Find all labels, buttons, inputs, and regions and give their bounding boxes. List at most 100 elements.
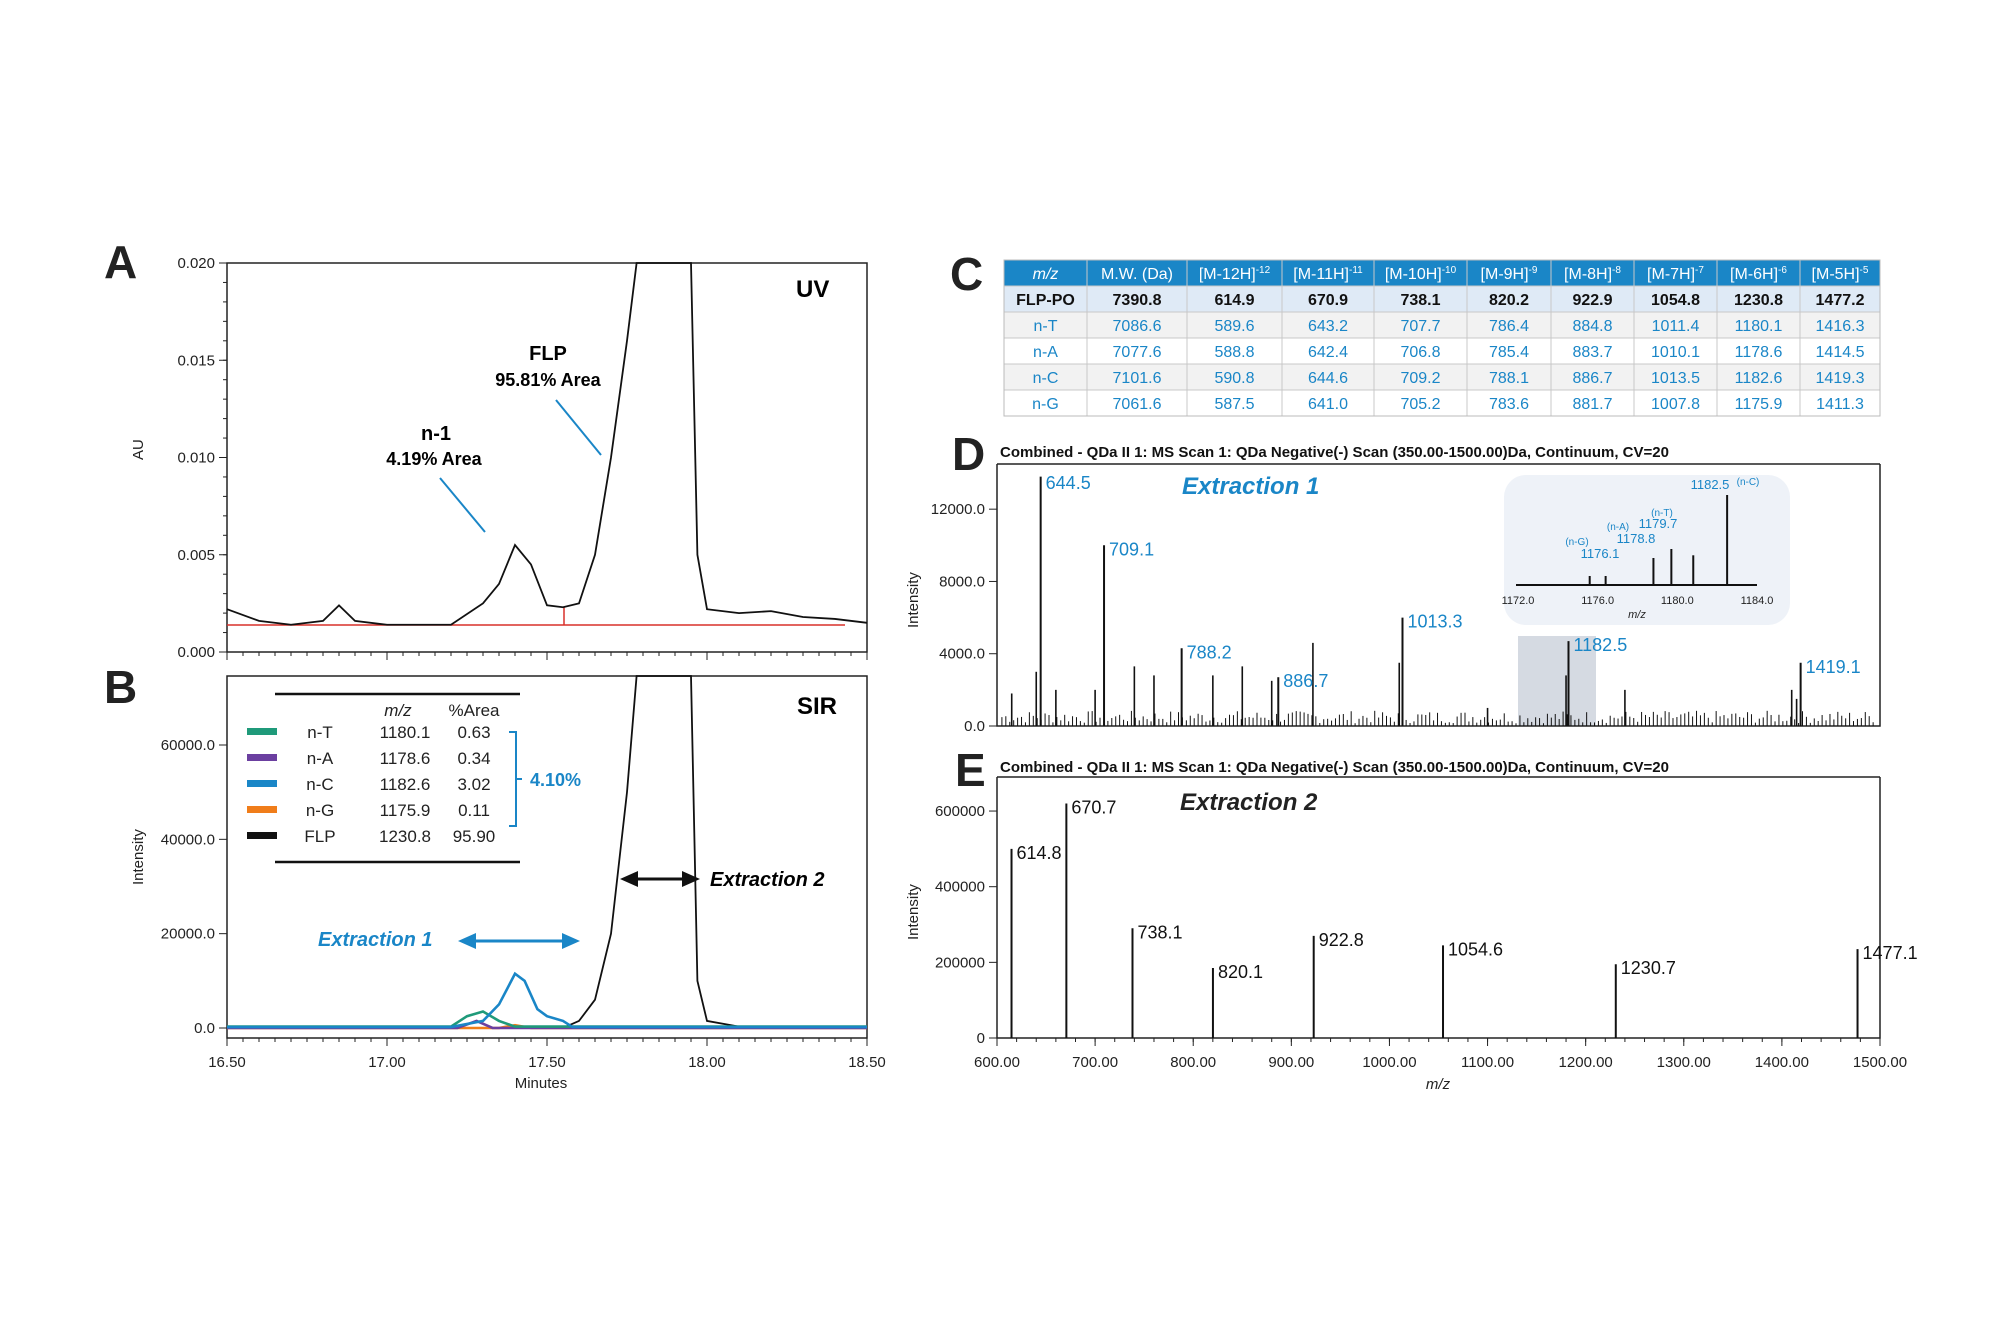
y-tick-label-a: 0.020 bbox=[177, 255, 215, 272]
charge-superscript: -9 bbox=[1529, 265, 1538, 276]
x-tick-label: 1300.00 bbox=[1657, 1054, 1711, 1071]
legend: m/z %Area n-T 1180.1 0.63 n-A 1178.6 0.34 n-C 118… bbox=[247, 692, 581, 864]
table-cell: 709.2 bbox=[1400, 370, 1440, 387]
legend-area: 0.11 bbox=[458, 801, 490, 820]
table-cell: 706.8 bbox=[1400, 344, 1440, 361]
trace-n-C bbox=[227, 971, 867, 1029]
chart-title-d: Combined - QDa II 1: MS Scan 1: QDa Nega… bbox=[1000, 444, 1669, 461]
y-tick-label: 600000 bbox=[935, 803, 985, 820]
table-header-cell: [M-7H]-7 bbox=[1647, 265, 1704, 283]
table-cell: 641.0 bbox=[1308, 396, 1348, 413]
annotation-n1-pointer bbox=[439, 477, 486, 533]
table-cell: n-T bbox=[1034, 318, 1058, 335]
x-tick-label: 1400.00 bbox=[1755, 1054, 1809, 1071]
table-cell: 1477.2 bbox=[1816, 292, 1865, 309]
table-cell: 614.9 bbox=[1214, 292, 1254, 309]
table-cell: 7390.8 bbox=[1113, 292, 1162, 309]
table-cell: 786.4 bbox=[1489, 318, 1529, 335]
inset-peak-name: (n-T) bbox=[1651, 508, 1673, 519]
charge-superscript: -12 bbox=[1256, 265, 1271, 276]
charge-superscript: -7 bbox=[1695, 265, 1704, 276]
x-tick-label: 600.00 bbox=[974, 1054, 1020, 1071]
table-cell: 1182.6 bbox=[1735, 370, 1783, 387]
table-cell: 590.8 bbox=[1214, 370, 1254, 387]
table-cell: n-G bbox=[1032, 396, 1059, 413]
legend-bracket-total: 4.10% bbox=[530, 770, 581, 790]
y-tick-label: 400000 bbox=[935, 879, 985, 896]
table-cell: 1013.5 bbox=[1651, 370, 1700, 387]
table-row-bg bbox=[1004, 338, 1880, 364]
legend-swatch-n-T bbox=[247, 728, 277, 735]
table-cell: 922.9 bbox=[1572, 292, 1612, 309]
table-cell: n-C bbox=[1033, 370, 1059, 387]
table-row-bg bbox=[1004, 390, 1880, 416]
inset-background bbox=[1504, 475, 1790, 625]
legend-mz: 1180.1 bbox=[380, 723, 431, 742]
legend-header-mz: m/z bbox=[384, 701, 412, 720]
charge-superscript: -5 bbox=[1860, 265, 1869, 276]
table-row-bg bbox=[1004, 312, 1880, 338]
extraction-1-arrow bbox=[458, 933, 580, 949]
table-cell: 1054.8 bbox=[1651, 292, 1700, 309]
x-tick-label: 900.00 bbox=[1268, 1054, 1314, 1071]
legend-header-area: %Area bbox=[448, 701, 500, 720]
inset-tick-label: 1180.0 bbox=[1661, 595, 1694, 607]
chart-title-e: Combined - QDa II 1: MS Scan 1: QDa Nega… bbox=[1000, 759, 1669, 776]
peak-label: 670.7 bbox=[1071, 797, 1116, 817]
peak-label: 1419.1 bbox=[1806, 657, 1861, 677]
plot-frame-d bbox=[996, 464, 1881, 727]
x-tick-label-b: 17.50 bbox=[528, 1054, 566, 1071]
legend-area: 3.02 bbox=[457, 775, 490, 794]
table-cell: 644.6 bbox=[1308, 370, 1348, 387]
table-cell: FLP-PO bbox=[1016, 292, 1075, 309]
panel-letter-c: C bbox=[950, 248, 983, 300]
legend-swatch-FLP bbox=[247, 832, 277, 839]
y-tick-label: 200000 bbox=[935, 954, 985, 971]
peak-label: 886.7 bbox=[1283, 671, 1328, 691]
legend-mz: 1230.8 bbox=[379, 827, 431, 846]
table-cell: 705.2 bbox=[1400, 396, 1440, 413]
y-tick-label-a: 0.010 bbox=[177, 450, 215, 467]
x-tick-label: 1200.00 bbox=[1559, 1054, 1613, 1071]
panel-e: Combined - QDa II 1: MS Scan 1: QDa Nega… bbox=[905, 759, 1918, 1093]
charge-superscript: -6 bbox=[1778, 265, 1787, 276]
y-tick-label-b: 20000.0 bbox=[161, 926, 215, 943]
y-tick-label-a: 0.005 bbox=[177, 547, 215, 564]
annotation-flp: FLP bbox=[529, 343, 567, 365]
annotation-n1-area: 4.19% Area bbox=[386, 449, 482, 469]
zoom-highlight bbox=[1518, 636, 1596, 726]
chart-title-b: SIR bbox=[797, 693, 837, 720]
legend-name: n-A bbox=[307, 749, 334, 768]
table-cell: 588.8 bbox=[1214, 344, 1254, 361]
table-header-cell: [M-11H]-11 bbox=[1293, 265, 1363, 283]
legend-area: 0.34 bbox=[457, 749, 490, 768]
inset-tick-label: 1176.0 bbox=[1581, 595, 1614, 607]
table-cell: 788.1 bbox=[1489, 370, 1529, 387]
y-axis-label-e: Intensity bbox=[905, 884, 922, 940]
peak-label: 738.1 bbox=[1137, 922, 1182, 942]
y-tick-label-a: 0.000 bbox=[177, 644, 215, 661]
table-cell: 1011.4 bbox=[1652, 318, 1700, 335]
y-tick-label: 0 bbox=[977, 1030, 985, 1047]
extraction-2-arrow bbox=[620, 871, 700, 887]
peak-label: 1054.6 bbox=[1448, 939, 1503, 959]
y-tick-label-b: 40000.0 bbox=[161, 831, 215, 848]
inset-peak-name: (n-C) bbox=[1737, 477, 1760, 488]
peak-label: 1477.1 bbox=[1863, 943, 1918, 963]
inset-tick-label: 1184.0 bbox=[1741, 595, 1774, 607]
table-cell: 884.8 bbox=[1572, 318, 1612, 335]
table-cell: 642.4 bbox=[1308, 344, 1348, 361]
mass-table: m/z M.W. (Da) [M-12H]-12 [M-11H]-11 [M-10H]-… bbox=[1003, 259, 1881, 417]
chart-title-a: UV bbox=[796, 276, 829, 303]
y-tick-label: 12000.0 bbox=[931, 501, 985, 518]
legend-name: n-C bbox=[306, 775, 333, 794]
table-header-cell: [M-10H]-10 bbox=[1385, 265, 1457, 283]
plot-frame-e bbox=[996, 777, 1881, 1039]
table-border bbox=[1003, 259, 1881, 417]
table-cell: 785.4 bbox=[1489, 344, 1529, 361]
table-cell: 7077.6 bbox=[1113, 344, 1162, 361]
x-tick-label-b: 18.00 bbox=[688, 1054, 726, 1071]
table-cell: 7086.6 bbox=[1113, 318, 1162, 335]
inset-tick-label: 1172.0 bbox=[1502, 595, 1535, 607]
